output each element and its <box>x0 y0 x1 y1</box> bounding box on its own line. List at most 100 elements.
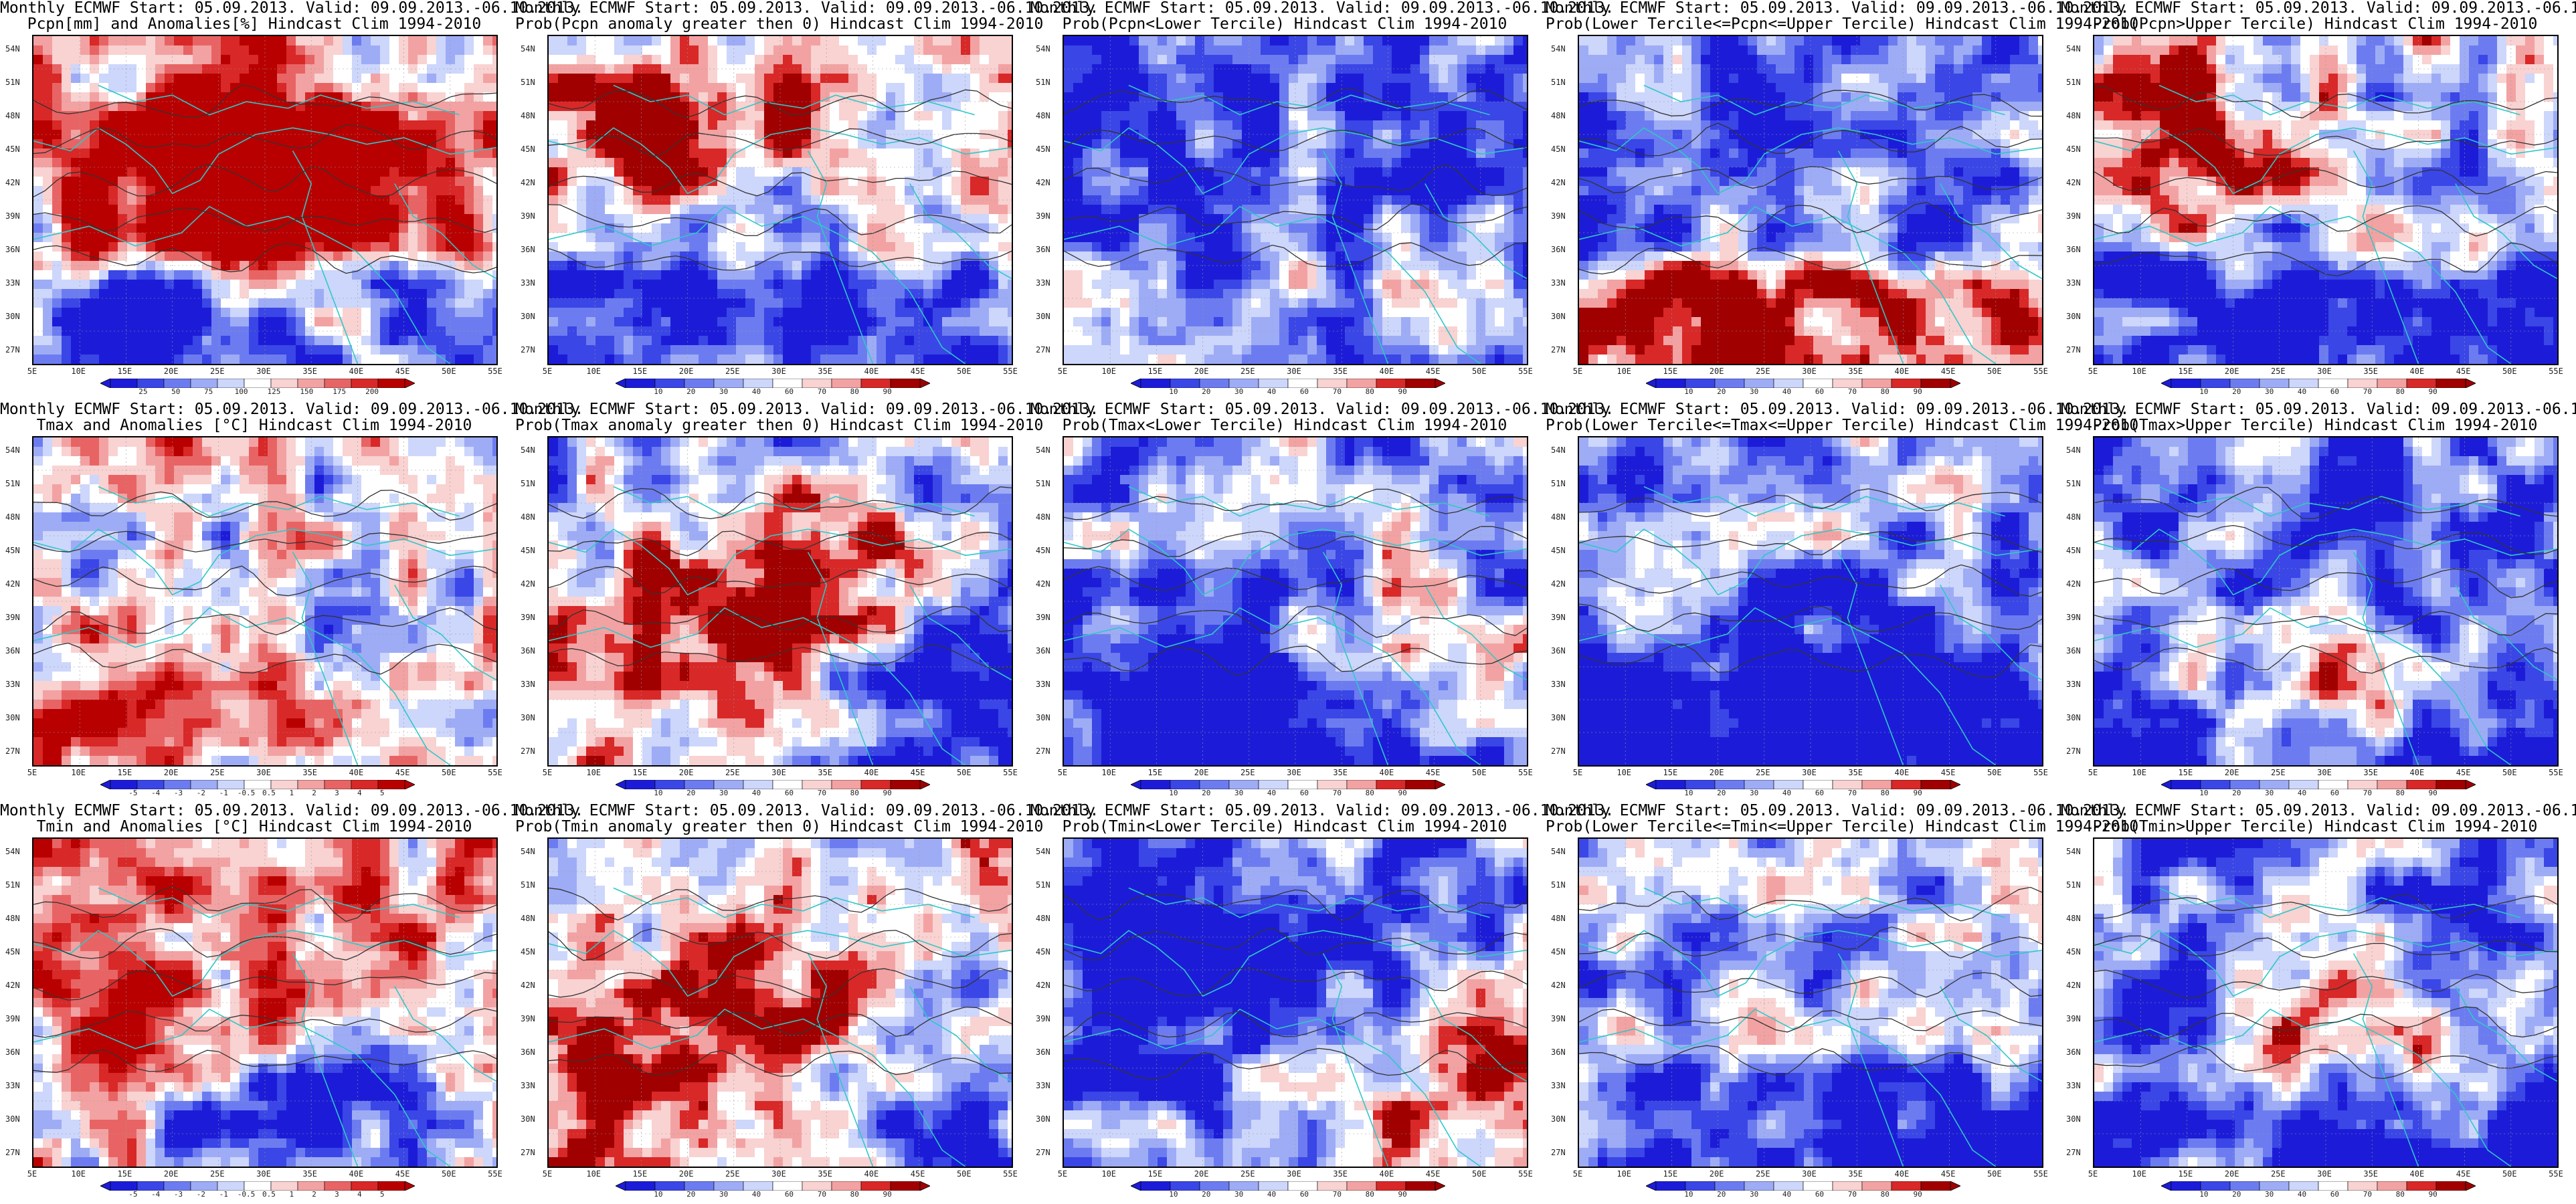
panel-title-line1: Monthly ECMWF Start: 05.09.2013. Valid: … <box>0 803 583 819</box>
colorbar-tick-label: 40 <box>1267 1190 1276 1199</box>
latitude-label: 27N <box>5 345 20 355</box>
longitude-label: 50E <box>2502 367 2517 376</box>
longitude-label: 10E <box>2132 367 2146 376</box>
colorbar-tick-label: 40 <box>1782 387 1791 396</box>
longitude-label: 5E <box>2088 1169 2098 1179</box>
colorbar-tick-label: 2 <box>312 1190 316 1199</box>
colorbar-tick-label: 10 <box>1169 387 1178 396</box>
colorbar-tick-label: -3 <box>174 789 183 797</box>
longitude-label: 55E <box>2549 768 2563 777</box>
colorbar-tick-label: 200 <box>365 387 379 396</box>
panel-title-line2: Prob(Lower Tercile<=Tmax<=Upper Tercile)… <box>1546 417 2138 433</box>
longitude-label: 20E <box>2225 367 2239 376</box>
colorbar-ticks: 25 50 75 100 125 150 175 200 <box>100 387 415 396</box>
latitude-label: 39N <box>5 211 20 221</box>
colorbar-tick-label: 80 <box>1881 387 1890 396</box>
latitude-label: 27N <box>1036 345 1050 355</box>
longitude-label: 20E <box>1194 768 1209 777</box>
map-plot-area <box>547 837 1013 1168</box>
forecast-panel: Monthly ECMWF Start: 05.09.2013. Valid: … <box>2061 803 2576 1199</box>
longitude-label: 30E <box>1287 1169 1301 1179</box>
latitude-label: 45N <box>1551 546 1566 555</box>
panel-title-line1: Monthly ECMWF Start: 05.09.2013. Valid: … <box>2061 0 2576 16</box>
latitude-label: 42N <box>2066 579 2081 589</box>
latitude-label: 42N <box>5 178 20 187</box>
longitude-label: 45E <box>1426 1169 1441 1179</box>
panel-title-line1: Monthly ECMWF Start: 05.09.2013. Valid: … <box>515 0 1099 16</box>
longitude-label: 50E <box>957 768 972 777</box>
colorbar-tick-label: 20 <box>1717 789 1726 797</box>
forecast-panel: Monthly ECMWF Start: 05.09.2013. Valid: … <box>2061 0 2576 396</box>
colorbar <box>1646 1181 1960 1191</box>
colorbar-tick-label: 30 <box>1234 387 1243 396</box>
latitude-label: 33N <box>521 278 535 288</box>
longitude-label: 15E <box>633 768 648 777</box>
latitude-label: 36N <box>5 646 20 656</box>
colorbar <box>2161 1181 2476 1191</box>
colorbar-tick-label: 70 <box>2363 1190 2372 1199</box>
longitude-label: 45E <box>395 1169 410 1179</box>
longitude-label: 55E <box>1518 367 1533 376</box>
longitude-label: 30E <box>1287 768 1301 777</box>
colorbar-tick-label: 10 <box>1169 1190 1178 1199</box>
panel-title-line2: Pcpn[mm] and Anomalies[%] Hindcast Clim … <box>0 16 509 32</box>
latitude-label: 33N <box>1036 1081 1050 1090</box>
colorbar-tick-label: 20 <box>686 387 695 396</box>
latitude-label: 36N <box>521 245 535 254</box>
latitude-label: 48N <box>1036 512 1050 522</box>
latitude-label: 42N <box>1551 178 1566 187</box>
longitude-label: 50E <box>1987 367 2002 376</box>
colorbar-ticks: 10 20 30 40 60 70 80 90 <box>2161 387 2476 396</box>
latitude-label: 51N <box>521 479 535 488</box>
longitude-label: 25E <box>2271 768 2286 777</box>
colorbar-tick-label: 80 <box>850 1190 859 1199</box>
colorbar-tick-label: 5 <box>380 789 385 797</box>
colorbar-ticks: 10 20 30 40 60 70 80 90 <box>1646 387 1960 396</box>
colorbar-tick-label: 20 <box>2232 1190 2241 1199</box>
longitude-label: 5E <box>27 367 37 376</box>
latitude-label: 33N <box>5 680 20 689</box>
colorbar <box>100 379 415 388</box>
latitude-label: 45N <box>1036 546 1050 555</box>
longitude-label: 25E <box>2271 1169 2286 1179</box>
latitude-label: 39N <box>521 1014 535 1023</box>
latitude-label: 42N <box>1036 981 1050 990</box>
colorbar-tick-label: 90 <box>883 387 891 396</box>
coastline-layer <box>2094 887 2557 1167</box>
latitude-label: 36N <box>1551 646 1566 656</box>
panel-title-line2: Prob(Pcpn anomaly greater then 0) Hindca… <box>515 16 1043 32</box>
latitude-label: 33N <box>1036 680 1050 689</box>
longitude-label: 5E <box>543 768 552 777</box>
longitude-label: 50E <box>1987 768 2002 777</box>
latitude-label: 51N <box>5 78 20 87</box>
panel-title-line1: Monthly ECMWF Start: 05.09.2013. Valid: … <box>515 401 1099 417</box>
colorbar-tick-label: 3 <box>335 1190 339 1199</box>
longitude-label: 50E <box>2502 768 2517 777</box>
longitude-label: 40E <box>1380 367 1394 376</box>
longitude-label: 10E <box>1101 367 1116 376</box>
latitude-label: 27N <box>2066 746 2081 756</box>
longitude-label: 35E <box>1848 367 1863 376</box>
longitude-label: 25E <box>1756 1169 1770 1179</box>
latitude-label: 27N <box>1551 345 1566 355</box>
longitude-label: 20E <box>679 367 694 376</box>
colorbar-tick-label: 90 <box>1398 789 1406 797</box>
colorbar-tick-label: 70 <box>2363 387 2372 396</box>
colorbar-tick-label: 90 <box>1913 387 1922 396</box>
longitude-label: 55E <box>2549 367 2563 376</box>
latitude-label: 54N <box>2066 44 2081 54</box>
longitude-label: 55E <box>1518 768 1533 777</box>
latitude-label: 42N <box>521 579 535 589</box>
forecast-panel: Monthly ECMWF Start: 05.09.2013. Valid: … <box>1546 0 2138 396</box>
longitude-label: 40E <box>864 768 879 777</box>
map-plot-area <box>2093 837 2559 1168</box>
longitude-label: 50E <box>1472 1169 1487 1179</box>
panel-title-line2: Prob(Lower Tercile<=Pcpn<=Upper Tercile)… <box>1546 16 2138 32</box>
colorbar-tick-label: 4 <box>357 1190 362 1199</box>
longitude-label: 35E <box>818 367 832 376</box>
longitude-label: 15E <box>1148 367 1163 376</box>
colorbar-tick-label: 0.5 <box>262 1190 276 1199</box>
longitude-label: 15E <box>633 367 648 376</box>
colorbar <box>2161 379 2476 388</box>
colorbar <box>1131 379 1445 388</box>
